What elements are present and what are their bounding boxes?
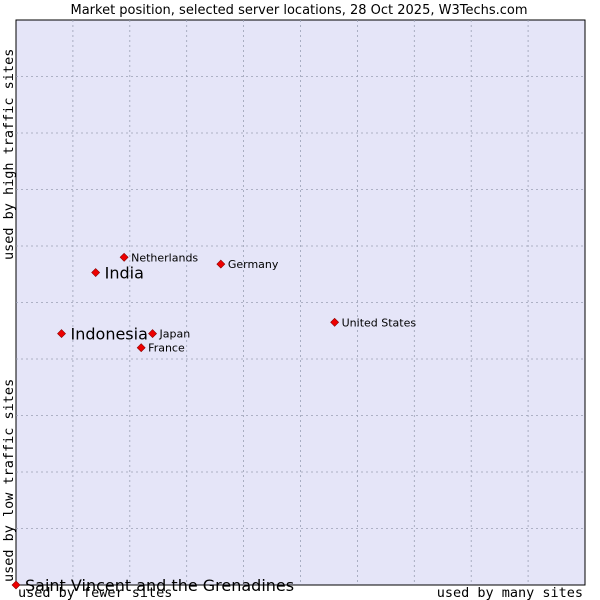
point-germany: Germany [216, 258, 279, 271]
marker-saint-vincent-and-the-grenadines [11, 580, 21, 590]
point-saint-vincent-and-the-grenadines: Saint Vincent and the Grenadines [11, 576, 294, 595]
label-netherlands: Netherlands [131, 251, 198, 264]
point-india: India [91, 264, 144, 283]
chart-title: Market position, selected server locatio… [70, 3, 527, 18]
marker-netherlands [119, 252, 129, 262]
grid-lines [16, 20, 585, 585]
y-axis-low-label: used by low traffic sites [1, 379, 17, 582]
marker-indonesia [57, 329, 66, 338]
point-united-states: United States [330, 316, 417, 329]
marker-india [91, 268, 101, 277]
label-indonesia: Indonesia [71, 325, 148, 344]
marker-france [136, 343, 146, 353]
label-france: France [148, 342, 185, 355]
x-axis-low-label: used by fewer sites [18, 585, 172, 600]
marker-united-states [330, 317, 340, 327]
label-japan: Japan [159, 328, 191, 341]
label-saint-vincent-and-the-grenadines: Saint Vincent and the Grenadines [25, 576, 294, 595]
label-germany: Germany [228, 258, 279, 271]
marker-germany [216, 259, 226, 269]
label-india: India [105, 264, 144, 283]
x-axis-high-label: used by many sites [437, 585, 583, 600]
marker-japan [148, 329, 157, 338]
point-japan: Japan [148, 328, 191, 341]
y-axis-high-label: used by high traffic sites [1, 49, 17, 260]
point-france: France [136, 342, 185, 355]
point-indonesia: Indonesia [57, 325, 148, 344]
label-united-states: United States [342, 316, 417, 329]
point-netherlands: Netherlands [119, 251, 198, 264]
